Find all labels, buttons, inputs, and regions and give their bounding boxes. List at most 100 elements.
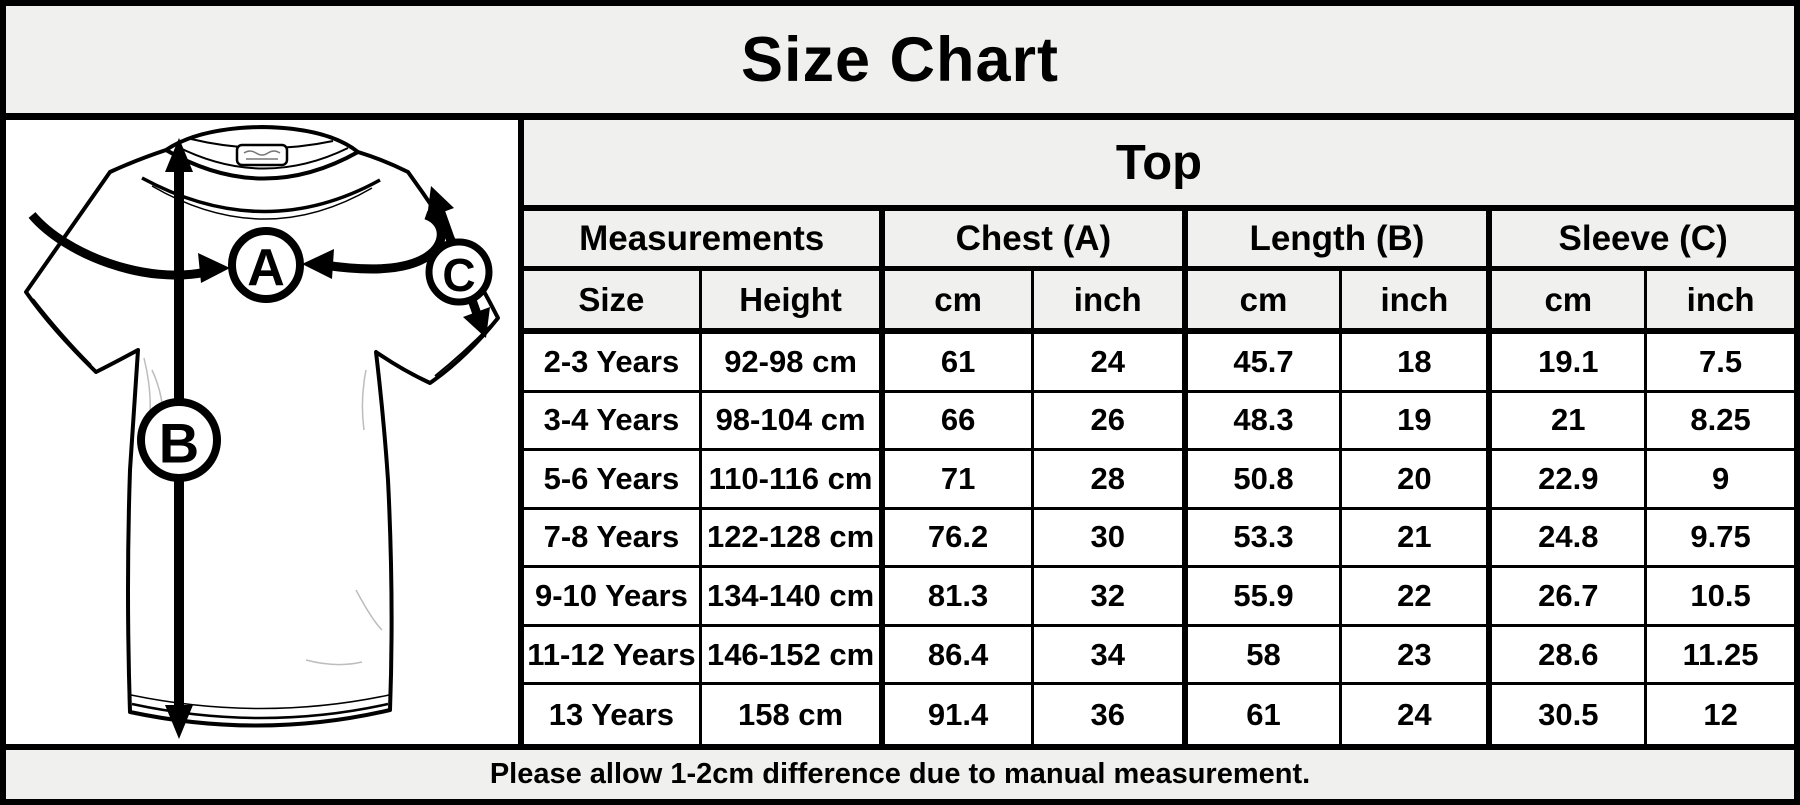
length-arrowhead-top [165, 138, 193, 172]
subheader-length-inch: inch [1342, 271, 1493, 334]
col-group-sleeve: Sleeve (C) [1492, 211, 1794, 271]
size-table-panel: Top Measurements Chest (A) Length (B) Sl… [524, 120, 1794, 744]
sleeve-arrowhead-bottom [463, 307, 490, 338]
cell-sleeve-cm: 28.6 [1492, 626, 1648, 686]
subheader-size: Size [524, 271, 702, 334]
subheader-chest-inch: inch [1033, 271, 1188, 334]
cell-sleeve-inch: 8.25 [1647, 392, 1794, 452]
cell-chest-inch: 30 [1033, 509, 1188, 569]
marker-b-label: B [159, 412, 199, 475]
cell-sleeve-inch: 12 [1647, 685, 1794, 744]
hem-line-1 [131, 702, 389, 720]
cell-size: 5-6 Years [524, 451, 702, 510]
cell-length-inch: 24 [1342, 685, 1493, 744]
cell-chest-cm: 91.4 [885, 685, 1034, 744]
cell-size: 11-12 Years [524, 626, 702, 686]
cell-length-inch: 21 [1342, 509, 1493, 569]
cell-chest-inch: 26 [1033, 392, 1188, 452]
col-group-chest: Chest (A) [885, 211, 1188, 271]
cell-size: 7-8 Years [524, 509, 702, 569]
cell-height: 92-98 cm [701, 334, 886, 393]
cell-size: 9-10 Years [524, 568, 702, 627]
collar-inner-line [164, 148, 359, 181]
cell-length-inch: 23 [1342, 626, 1493, 686]
cell-length-inch: 22 [1342, 568, 1493, 627]
cell-height: 158 cm [701, 685, 886, 744]
cell-sleeve-inch: 10.5 [1647, 568, 1794, 627]
cell-chest-inch: 28 [1033, 451, 1188, 510]
left-cuff-line [32, 298, 92, 366]
section-header-band: Top [524, 120, 1794, 211]
collar-band-line [175, 145, 349, 170]
yoke-seam [141, 176, 381, 214]
neck-label-squiggle [243, 150, 281, 160]
cell-sleeve-inch: 9.75 [1647, 509, 1794, 569]
marker-b-circle [137, 398, 221, 482]
footer-note-band: Please allow 1-2cm difference due to man… [6, 744, 1794, 799]
cell-sleeve-cm: 26.7 [1492, 568, 1648, 627]
cell-chest-cm: 61 [885, 334, 1034, 393]
cell-length-cm: 61 [1187, 685, 1343, 744]
cell-length-cm: 53.3 [1187, 509, 1343, 569]
subheader-sleeve-cm: cm [1492, 271, 1648, 334]
wrinkle-lines [143, 357, 383, 666]
cell-chest-inch: 24 [1033, 334, 1188, 393]
subheader-sleeve-inch: inch [1647, 271, 1794, 334]
chest-arrowhead-left [198, 253, 230, 283]
cell-sleeve-inch: 11.25 [1647, 626, 1794, 686]
cell-chest-cm: 66 [885, 392, 1034, 452]
size-table: Measurements Chest (A) Length (B) Sleeve… [524, 211, 1794, 744]
cell-chest-inch: 36 [1033, 685, 1188, 744]
section-header: Top [1115, 135, 1203, 190]
cell-sleeve-inch: 7.5 [1647, 334, 1794, 393]
tshirt-measurement-diagram: A B C [24, 125, 500, 739]
cell-sleeve-cm: 19.1 [1492, 334, 1648, 393]
main-area: A B C Top Measurements Chest (A) Length … [6, 120, 1794, 744]
cell-height: 122-128 cm [701, 509, 886, 569]
chest-arrowhead-right [302, 249, 334, 279]
cell-size: 13 Years [524, 685, 702, 744]
tshirt-diagram-panel: A B C [6, 120, 524, 744]
cell-length-cm: 50.8 [1187, 451, 1343, 510]
cell-length-inch: 19 [1342, 392, 1493, 452]
cell-chest-cm: 71 [885, 451, 1034, 510]
col-group-length: Length (B) [1187, 211, 1493, 271]
cell-length-inch: 18 [1342, 334, 1493, 393]
cell-height: 146-152 cm [701, 626, 886, 686]
chest-arc-right [323, 210, 446, 274]
cell-sleeve-cm: 30.5 [1492, 685, 1648, 744]
length-arrowhead-bottom [165, 705, 193, 739]
footer-note: Please allow 1-2cm difference due to man… [489, 758, 1311, 790]
cell-length-inch: 20 [1342, 451, 1493, 510]
marker-a-label: A [247, 239, 285, 297]
cell-chest-inch: 32 [1033, 568, 1188, 627]
subheader-height: Height [701, 271, 886, 334]
hem-line-2 [130, 694, 390, 710]
cell-chest-inch: 34 [1033, 626, 1188, 686]
marker-a-circle [228, 227, 304, 303]
cell-height: 134-140 cm [701, 568, 886, 627]
cell-length-cm: 48.3 [1187, 392, 1343, 452]
cell-sleeve-cm: 22.9 [1492, 451, 1648, 510]
sleeve-arrowhead-top [427, 186, 454, 218]
title-band: Size Chart [6, 6, 1794, 120]
cell-height: 98-104 cm [701, 392, 886, 452]
cell-length-cm: 55.9 [1187, 568, 1343, 627]
page-title: Size Chart [740, 24, 1060, 95]
cell-chest-cm: 76.2 [885, 509, 1034, 569]
cell-length-cm: 45.7 [1187, 334, 1343, 393]
cell-size: 2-3 Years [524, 334, 702, 393]
cell-sleeve-cm: 24.8 [1492, 509, 1648, 569]
cell-height: 110-116 cm [701, 451, 886, 510]
cell-length-cm: 58 [1187, 626, 1343, 686]
cell-sleeve-inch: 9 [1647, 451, 1794, 510]
marker-c-label: C [442, 249, 475, 301]
subheader-length-cm: cm [1187, 271, 1343, 334]
cell-chest-cm: 86.4 [885, 626, 1034, 686]
cell-size: 3-4 Years [524, 392, 702, 452]
cell-sleeve-cm: 21 [1492, 392, 1648, 452]
col-group-measurements: Measurements [524, 211, 886, 271]
marker-c-circle [425, 238, 493, 306]
subheader-chest-cm: cm [885, 271, 1034, 334]
